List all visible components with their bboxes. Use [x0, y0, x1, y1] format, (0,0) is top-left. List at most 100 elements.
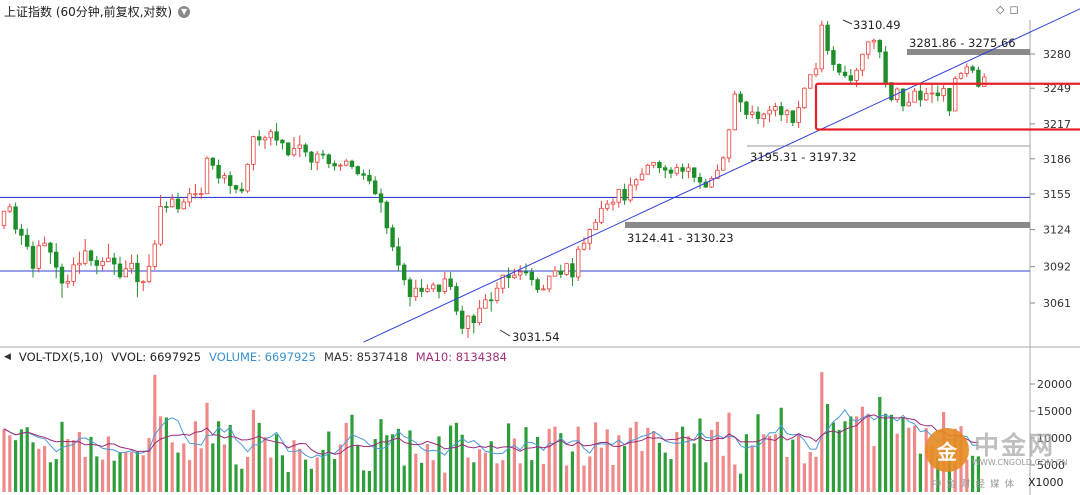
volume-bar — [60, 421, 64, 492]
candle-body — [622, 188, 627, 201]
candle-body — [164, 206, 169, 208]
chevron-down-icon[interactable]: ▼ — [178, 5, 191, 18]
candle-body — [448, 278, 453, 287]
candle-body — [900, 88, 906, 107]
volume-bar — [744, 434, 748, 492]
volume-bar — [512, 438, 516, 492]
candle-body — [941, 88, 946, 97]
volume-bar — [240, 468, 244, 492]
candle-body — [953, 77, 958, 112]
volume-bar — [849, 416, 853, 492]
candle-body — [871, 39, 877, 43]
volume-bar — [860, 406, 864, 492]
volume-bar — [582, 465, 586, 492]
volume-header: ◀ VOL-TDX(5,10) VVOL: 6697925 VOLUME: 66… — [4, 350, 507, 364]
annotation-gap-mid: 3195.31 - 3197.32 — [750, 150, 857, 164]
candle-body — [268, 131, 273, 139]
volume-bar — [802, 463, 806, 492]
vol-indicator-name[interactable]: VOL-TDX(5,10) — [18, 350, 104, 364]
candle-body — [181, 201, 186, 210]
candle-body — [280, 139, 285, 144]
candle-body — [297, 144, 302, 149]
candle-body — [355, 166, 360, 175]
volume-bar — [617, 435, 621, 492]
candle-body — [152, 243, 157, 267]
volume-bar — [344, 422, 348, 492]
volume-bar — [391, 434, 395, 492]
collapse-triangle-icon[interactable]: ◀ — [4, 352, 11, 362]
candle-body — [227, 175, 233, 186]
volume-bar — [443, 472, 447, 492]
volume-bar — [924, 428, 928, 492]
candle-body — [547, 275, 552, 290]
candle-body — [477, 307, 482, 323]
volume-bar — [837, 429, 841, 492]
volume-bar — [269, 457, 273, 492]
volume-bar — [222, 444, 226, 492]
candle-body — [947, 88, 952, 112]
volume-bar — [141, 455, 145, 492]
volume-bar — [733, 464, 737, 492]
volume-bar — [367, 470, 371, 492]
high-pointer — [842, 19, 853, 25]
candle-body — [239, 188, 244, 192]
volume-bar — [112, 460, 116, 492]
candle-body — [407, 279, 413, 298]
volume-bar — [791, 439, 795, 492]
volume-bar — [2, 428, 6, 492]
diamond-icon[interactable]: ◇ — [996, 3, 1005, 16]
volume-bar — [193, 421, 197, 492]
volume-bar — [640, 450, 644, 492]
candle-body — [616, 188, 621, 203]
annotation-gap-lower: 3124.41 - 3130.23 — [627, 231, 734, 245]
volume-bar — [536, 436, 540, 492]
volume-bar — [947, 455, 951, 492]
window-icon[interactable]: ◻ — [1009, 3, 1019, 16]
watermark-tagline: 中金财经媒体 — [932, 479, 1020, 490]
candle-body — [129, 262, 134, 270]
candle-body — [378, 193, 384, 203]
gap-zone-3281 — [907, 49, 1030, 55]
vvol-value: VVOL: 6697925 — [111, 350, 202, 364]
volume-bar — [25, 427, 29, 492]
candle-body — [361, 173, 366, 176]
chart-title: 上证指数 (60分钟,前复权,对数) — [4, 5, 173, 19]
candle-body — [488, 299, 494, 302]
volume-bar — [379, 419, 383, 492]
candle-body — [106, 257, 111, 262]
candle-body — [883, 51, 888, 84]
volume-bar — [251, 409, 255, 492]
candle-body — [291, 148, 297, 156]
candle-body — [320, 153, 326, 156]
candle-body — [906, 101, 911, 107]
volume-bar — [588, 456, 592, 492]
volume-bar — [663, 452, 667, 492]
candle-body — [541, 288, 546, 291]
volume-bar — [19, 429, 23, 492]
volume-bar — [31, 442, 35, 492]
candle-body — [796, 107, 801, 123]
candle-body — [367, 174, 372, 182]
volume-bar — [396, 428, 400, 492]
candle-body — [970, 66, 975, 71]
y-tick-label: 3186 — [1043, 153, 1071, 166]
candle-body — [831, 50, 836, 65]
candle-body — [204, 157, 210, 195]
watermark-logo-icon: 金 — [925, 428, 969, 472]
candle-body — [976, 69, 981, 87]
candle-body — [779, 106, 784, 116]
low-pointer — [499, 329, 511, 337]
candle-body — [83, 250, 88, 264]
candle-body — [140, 281, 146, 284]
candle-body — [285, 142, 291, 156]
volume-bar — [657, 442, 661, 492]
candle-body — [697, 176, 703, 183]
volume-bar — [547, 428, 551, 492]
volume-bar — [611, 465, 615, 492]
annotation-high: 3310.49 — [853, 18, 901, 32]
volume-bar — [130, 452, 134, 492]
y-tick-label: 3061 — [1043, 297, 1071, 310]
y-tick-label: 3249 — [1043, 82, 1071, 95]
candle-body — [958, 72, 964, 79]
